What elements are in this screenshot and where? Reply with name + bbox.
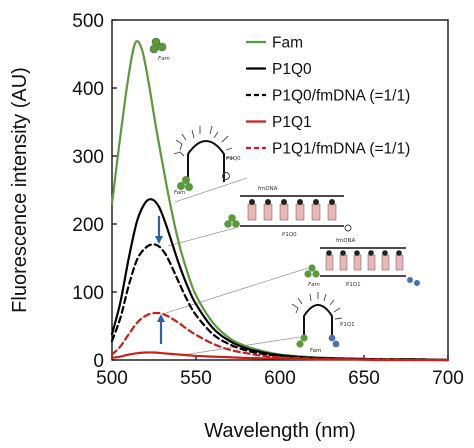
svg-text:P1Q1: P1Q1 bbox=[346, 282, 361, 288]
series-line-p1q1-fmdna-1-1 bbox=[110, 311, 450, 362]
svg-text:P1Q0: P1Q0 bbox=[226, 156, 241, 162]
svg-text:P1Q1: P1Q1 bbox=[340, 322, 355, 328]
legend-label: P1Q1/fmDNA (=1/1) bbox=[272, 141, 410, 158]
p1q1-fmdna-duplex-structure-icon: fmDNA Fam P1Q1 bbox=[304, 238, 420, 288]
y-axis-ticks: 0 100 200 300 400 500 bbox=[72, 11, 117, 372]
svg-text:Fam: Fam bbox=[158, 56, 170, 62]
y-tick-label: 400 bbox=[72, 79, 104, 100]
svg-text:fmDNA: fmDNA bbox=[336, 238, 356, 244]
svg-text:Fam: Fam bbox=[310, 348, 321, 354]
svg-text:P1Q0: P1Q0 bbox=[282, 232, 297, 238]
legend-label: P1Q0/fmDNA (=1/1) bbox=[272, 88, 410, 105]
y-tick-label: 200 bbox=[72, 215, 104, 236]
y-tick-label: 100 bbox=[72, 283, 104, 304]
x-tick-label: 550 bbox=[180, 368, 212, 389]
x-tick-label: 650 bbox=[348, 368, 380, 389]
p1q0-hairpin-structure-icon: Fam P1Q0 bbox=[173, 125, 241, 196]
y-tick-label: 500 bbox=[72, 11, 104, 32]
svg-text:fmDNA: fmDNA bbox=[258, 186, 278, 192]
series-line-p1q0 bbox=[110, 198, 450, 362]
svg-text:Fam: Fam bbox=[308, 282, 320, 288]
guide-line-p1q0 bbox=[174, 177, 248, 203]
p1q1-hairpin-structure-icon: P1Q1 Fam bbox=[291, 292, 355, 354]
x-tick-label: 600 bbox=[264, 368, 296, 389]
x-axis-title: Wavelength (nm) bbox=[204, 420, 356, 442]
x-tick-label: 500 bbox=[96, 368, 128, 389]
legend-label: P1Q0 bbox=[272, 61, 312, 78]
y-tick-label: 0 bbox=[93, 351, 104, 372]
legend-label: P1Q1 bbox=[272, 114, 312, 131]
legend: Fam P1Q0 P1Q0/fmDNA (=1/1) P1Q1 P1Q1/fmDNA (… bbox=[246, 35, 410, 158]
series-layer bbox=[110, 39, 450, 362]
y-axis-title: Fluorescence intensity (AU) bbox=[9, 67, 31, 313]
legend-label: Fam bbox=[272, 35, 303, 52]
x-axis-ticks: 500 550 600 650 700 bbox=[96, 355, 464, 389]
svg-text:Fam: Fam bbox=[174, 190, 185, 196]
x-tick-label: 700 bbox=[432, 368, 464, 389]
fam-molecule-icon: Fam bbox=[149, 37, 170, 62]
p1q0-fmdna-duplex-structure-icon: fmDNA P1Q0 bbox=[224, 186, 352, 238]
y-tick-label: 300 bbox=[72, 147, 104, 168]
